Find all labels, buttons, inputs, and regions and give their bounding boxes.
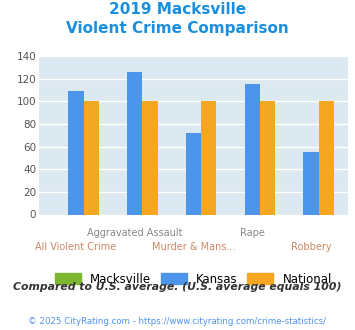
Bar — [142, 101, 158, 214]
Text: Murder & Mans...: Murder & Mans... — [152, 242, 235, 252]
Bar — [303, 152, 318, 214]
Text: Aggravated Assault: Aggravated Assault — [87, 228, 182, 238]
Text: Violent Crime Comparison: Violent Crime Comparison — [66, 21, 289, 36]
Text: All Violent Crime: All Violent Crime — [36, 242, 117, 252]
Bar — [84, 101, 99, 214]
Bar — [245, 84, 260, 214]
Text: Robbery: Robbery — [291, 242, 331, 252]
Legend: Macksville, Kansas, National: Macksville, Kansas, National — [50, 268, 337, 290]
Bar — [201, 101, 217, 214]
Bar — [127, 72, 142, 215]
Bar — [260, 101, 275, 214]
Bar — [69, 91, 84, 214]
Bar — [318, 101, 334, 214]
Bar — [186, 133, 201, 214]
Text: Compared to U.S. average. (U.S. average equals 100): Compared to U.S. average. (U.S. average … — [13, 282, 342, 292]
Text: Rape: Rape — [240, 228, 264, 238]
Text: 2019 Macksville: 2019 Macksville — [109, 2, 246, 16]
Text: © 2025 CityRating.com - https://www.cityrating.com/crime-statistics/: © 2025 CityRating.com - https://www.city… — [28, 317, 327, 326]
